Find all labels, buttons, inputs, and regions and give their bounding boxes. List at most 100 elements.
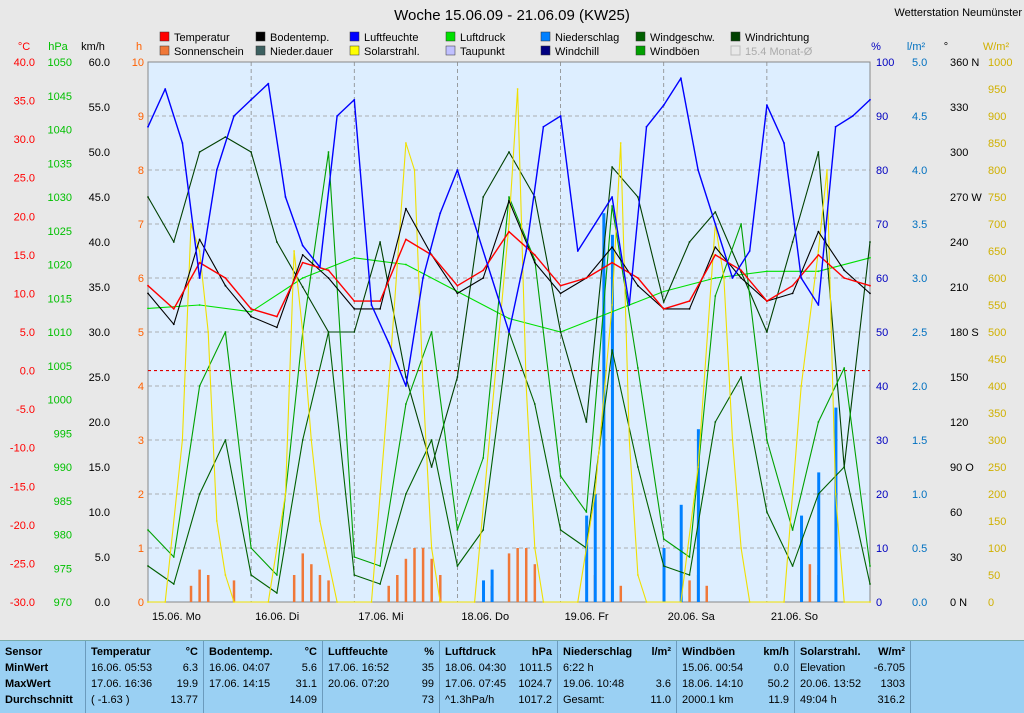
axis-tick-press: 1015 xyxy=(48,293,72,305)
axis-tick-rain: 3.0 xyxy=(912,273,927,285)
series-point-solarstrahl xyxy=(869,601,871,603)
series-point-bodentemp xyxy=(250,315,253,318)
series-point-temperatur xyxy=(301,261,304,264)
series-point-bodentemp xyxy=(276,326,278,329)
axis-tick-dir: 180 S xyxy=(950,327,979,339)
axis-tick-wind: 30.0 xyxy=(89,327,110,339)
stats-temp-max-value: 19.9 xyxy=(176,678,198,690)
legend-label: Windchill xyxy=(555,46,599,58)
series-point-windgeschw xyxy=(456,565,459,567)
series-point-solarstrahl xyxy=(843,601,846,603)
axis-tick-temp: 30.0 xyxy=(14,134,35,146)
axis-tick-press: 1040 xyxy=(48,125,72,137)
axis-unit-solar: W/m² xyxy=(983,41,1010,53)
stats-temp-header: Temperatur xyxy=(91,646,151,658)
series-point-solarstrahl xyxy=(637,574,639,576)
series-point-solarstrahl xyxy=(490,412,493,414)
legend-label: 15.4 Monat-Ø xyxy=(745,46,813,58)
stats-druck-max-value: 1024.7 xyxy=(518,678,552,690)
series-point-solarstrahl xyxy=(740,547,742,549)
axis-tick-rain: 4.0 xyxy=(912,165,927,177)
axis-tick-dir: 90 O xyxy=(950,462,974,474)
series-point-bodentemp xyxy=(224,284,227,287)
stats-col-boden: Bodentemp. °C 16.06. 04:07 5.6 17.06. 14:1… xyxy=(204,641,323,713)
series-point-temperatur xyxy=(224,277,227,279)
axis-tick-hours: 6 xyxy=(138,273,144,285)
series-point-temperatur xyxy=(559,284,562,287)
series-point-luftfeuchte xyxy=(336,115,338,117)
axis-tick-wind: 5.0 xyxy=(95,552,110,564)
series-point-bodentemp xyxy=(198,238,201,241)
axis-tick-hum: 80 xyxy=(876,165,888,177)
axis-tick-solar: 1000 xyxy=(988,57,1012,69)
series-point-luftfeuchte xyxy=(697,169,699,171)
legend-label: Solarstrahl. xyxy=(364,46,420,58)
series-point-solarstrahl xyxy=(611,304,613,306)
axis-tick-dir: 210 xyxy=(950,282,968,294)
series-point-solarstrahl xyxy=(439,601,442,603)
legend-swatch xyxy=(445,45,456,56)
series-point-temperatur xyxy=(430,254,433,256)
series-point-bodentemp xyxy=(714,246,717,249)
axis-tick-dir: 60 xyxy=(950,507,962,519)
axis-unit-press: hPa xyxy=(48,41,68,53)
series-point-solarstrahl xyxy=(387,385,390,387)
series-point-windrichtung xyxy=(301,286,304,288)
axis-tick-dir: 270 W xyxy=(950,192,982,204)
stats-boeen-min-date: 15.06. 00:54 xyxy=(682,662,744,674)
bar-sonnenschein xyxy=(516,548,519,602)
legend-label: Taupunkt xyxy=(460,46,505,58)
bar-sonnenschein xyxy=(413,548,416,602)
series-point-luftfeuchte xyxy=(834,125,837,128)
bar-sonnenschein xyxy=(301,553,305,602)
bar-niederschlag xyxy=(593,494,597,602)
bar-sonnenschein xyxy=(396,575,399,602)
series-point-luftfeuchte xyxy=(250,98,253,101)
bar-niederschlag xyxy=(585,515,589,602)
series-point-windrichtung xyxy=(714,211,717,213)
series-point-luftdruck xyxy=(766,270,768,273)
axis-tick-wind: 10.0 xyxy=(89,507,110,519)
axis-tick-hum: 40 xyxy=(876,381,888,393)
series-point-luftfeuchte xyxy=(800,277,803,279)
series-point-bodentemp xyxy=(353,308,356,310)
series-point-solarstrahl xyxy=(680,601,682,603)
series-point-solarstrahl xyxy=(645,601,648,603)
series-point-windben xyxy=(714,295,717,297)
legend-label: Bodentemp. xyxy=(270,32,329,44)
series-point-solarstrahl xyxy=(301,331,304,333)
stats-nieder-duration: 6:22 h xyxy=(563,662,594,674)
series-point-luftfeuchte xyxy=(473,223,476,225)
series-point-bodentemp xyxy=(508,200,510,202)
axis-unit-dir: ° xyxy=(944,41,948,53)
series-point-windgeschw xyxy=(198,493,201,495)
axis-tick-wind: 40.0 xyxy=(89,237,110,249)
series-point-windben xyxy=(766,439,768,441)
stats-solar-elevation-value: -6.705 xyxy=(873,662,905,674)
axis-tick-hum: 100 xyxy=(876,57,894,69)
axis-tick-rain: 2.0 xyxy=(912,381,927,393)
series-point-windgeschw xyxy=(688,574,691,576)
series-point-luftfeuchte xyxy=(198,277,201,279)
bar-sonnenschein xyxy=(206,575,210,602)
axis-tick-wind: 0.0 xyxy=(95,597,110,609)
legend-label: Windrichtung xyxy=(745,32,809,44)
stats-boden-max-value: 31.1 xyxy=(295,678,317,690)
series-point-windben xyxy=(456,529,459,531)
legend-swatch xyxy=(540,45,551,56)
series-point-windrichtung xyxy=(791,241,794,243)
series-point-luftdruck xyxy=(250,310,253,313)
series-point-windgeschw xyxy=(766,511,768,513)
series-point-temperatur xyxy=(662,308,665,310)
series-point-windgeschw xyxy=(276,592,278,594)
series-point-solarstrahl xyxy=(319,520,321,522)
axis-tick-hum: 20 xyxy=(876,489,888,501)
axis-tick-rain: 0.0 xyxy=(912,597,927,609)
axis-tick-press: 1030 xyxy=(48,192,72,204)
series-point-bodentemp xyxy=(740,277,742,279)
axis-tick-solar: 250 xyxy=(988,462,1006,474)
series-point-solarstrahl xyxy=(215,520,218,522)
axis-tick-wind: 60.0 xyxy=(89,57,110,69)
series-point-windrichtung xyxy=(430,466,433,468)
series-point-windrichtung xyxy=(508,151,510,153)
